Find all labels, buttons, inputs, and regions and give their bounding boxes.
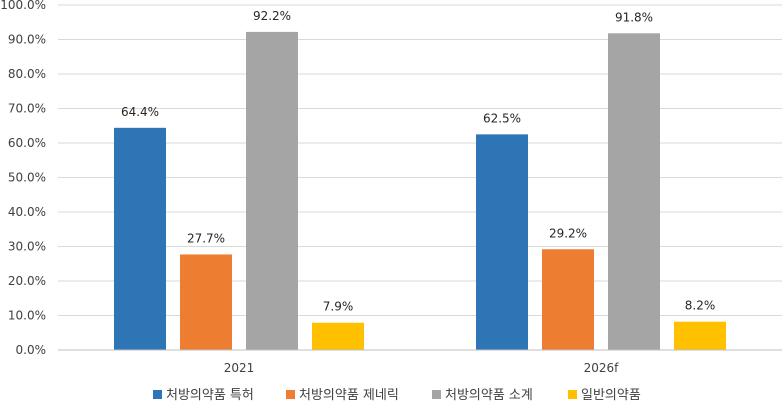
y-tick-label: 90.0% [8, 33, 46, 47]
data-label: 64.4% [121, 105, 159, 119]
bar [180, 254, 232, 350]
bar [246, 31, 298, 350]
bar [608, 33, 660, 350]
data-label: 29.2% [549, 226, 587, 240]
y-tick-label: 40.0% [8, 205, 46, 219]
data-label: 62.5% [483, 111, 521, 125]
gridlines [58, 4, 782, 316]
y-tick-label: 80.0% [8, 67, 46, 81]
legend-swatch [153, 390, 162, 399]
data-label: 91.8% [615, 10, 653, 24]
y-tick-label: 70.0% [8, 102, 46, 116]
data-label: 8.2% [685, 299, 716, 313]
legend-swatch [432, 390, 441, 399]
y-tick-label: 60.0% [8, 136, 46, 150]
bars [114, 31, 726, 350]
bar [476, 134, 528, 350]
bar [114, 127, 166, 350]
data-label: 27.7% [187, 231, 225, 245]
y-tick-label: 10.0% [8, 309, 46, 323]
bar [312, 322, 364, 350]
y-tick-label: 30.0% [8, 240, 46, 254]
data-label: 7.9% [323, 300, 354, 314]
legend-swatch [568, 390, 577, 399]
y-tick-label: 50.0% [8, 171, 46, 185]
legend-swatch [286, 390, 295, 399]
legend-label: 일반의약품 [581, 388, 641, 403]
x-axis: 2021 2026f [58, 349, 782, 375]
bar [674, 321, 726, 350]
y-axis: 0.0% 10.0% 20.0% 30.0% 40.0% 50.0% 60.0% 70.0% 8… [0, 0, 46, 357]
legend-label: 처방의약품 제네릭 [299, 388, 399, 403]
y-tick-label: 20.0% [8, 274, 46, 288]
legend-label: 처방의약품 특허 [166, 388, 254, 403]
bar [542, 249, 594, 350]
data-labels: 64.4% 27.7% 92.2% 7.9% 62.5% 29.2% 91.8% 8.2% [121, 9, 715, 314]
x-tick-label: 2026f [584, 361, 620, 375]
y-tick-label: 100.0% [0, 0, 46, 12]
y-tick-label: 0.0% [16, 343, 47, 357]
data-label: 92.2% [253, 9, 291, 23]
legend: 처방의약품 특허 처방의약품 제네릭 처방의약품 소계 일반의약품 [153, 388, 641, 403]
legend-label: 처방의약품 소계 [445, 388, 533, 403]
x-tick-label: 2021 [224, 361, 255, 375]
